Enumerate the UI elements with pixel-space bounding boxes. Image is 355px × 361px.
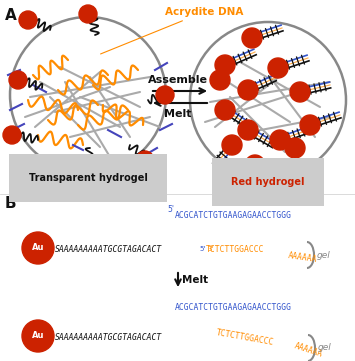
Circle shape bbox=[245, 155, 265, 175]
Text: A: A bbox=[5, 8, 17, 23]
Text: ACGCATCTGTGAAGAGAACCTGGG: ACGCATCTGTGAAGAGAACCTGGG bbox=[175, 211, 292, 220]
Text: Au: Au bbox=[32, 331, 44, 340]
Text: Melt: Melt bbox=[164, 109, 192, 119]
Circle shape bbox=[19, 11, 37, 29]
Circle shape bbox=[9, 71, 27, 89]
Circle shape bbox=[22, 232, 54, 264]
Circle shape bbox=[215, 55, 235, 75]
Circle shape bbox=[79, 5, 97, 23]
Circle shape bbox=[268, 58, 288, 78]
Circle shape bbox=[238, 120, 258, 140]
Circle shape bbox=[222, 135, 242, 155]
Text: 3': 3' bbox=[207, 246, 213, 252]
Text: TCTCTTGGACCC: TCTCTTGGACCC bbox=[215, 329, 274, 348]
Circle shape bbox=[285, 138, 305, 158]
Circle shape bbox=[210, 70, 230, 90]
Text: 5': 5' bbox=[167, 205, 174, 214]
Circle shape bbox=[215, 100, 235, 120]
Circle shape bbox=[300, 115, 320, 135]
Text: AAAAAA: AAAAAA bbox=[288, 252, 318, 265]
Circle shape bbox=[71, 161, 89, 179]
Circle shape bbox=[270, 130, 290, 150]
Text: gel: gel bbox=[317, 251, 331, 260]
Text: ACGCATCTGTGAAGAGAACCTGGG: ACGCATCTGTGAAGAGAACCTGGG bbox=[175, 304, 292, 313]
Circle shape bbox=[290, 82, 310, 102]
Text: Au: Au bbox=[32, 244, 44, 252]
Circle shape bbox=[136, 151, 154, 169]
Circle shape bbox=[242, 28, 262, 48]
Circle shape bbox=[156, 86, 174, 104]
Text: AAAAAA: AAAAAA bbox=[293, 341, 324, 359]
Circle shape bbox=[238, 80, 258, 100]
Text: Assemble: Assemble bbox=[148, 75, 208, 85]
Text: SAAAAAAAAATGCGTAGACACT: SAAAAAAAAATGCGTAGACACT bbox=[55, 244, 162, 253]
Text: 5': 5' bbox=[199, 246, 205, 252]
Text: SAAAAAAAAATGCGTAGACACT: SAAAAAAAAATGCGTAGACACT bbox=[55, 332, 162, 342]
Circle shape bbox=[22, 320, 54, 352]
Text: Transparent hydrogel: Transparent hydrogel bbox=[28, 173, 147, 183]
Text: Melt: Melt bbox=[182, 275, 208, 285]
Text: TCTCTTGGACCC: TCTCTTGGACCC bbox=[206, 244, 264, 253]
Text: B: B bbox=[5, 196, 17, 211]
Text: gel: gel bbox=[318, 344, 332, 352]
Text: Red hydrogel: Red hydrogel bbox=[231, 177, 305, 187]
Text: Acrydite DNA: Acrydite DNA bbox=[100, 7, 244, 54]
Circle shape bbox=[3, 126, 21, 144]
